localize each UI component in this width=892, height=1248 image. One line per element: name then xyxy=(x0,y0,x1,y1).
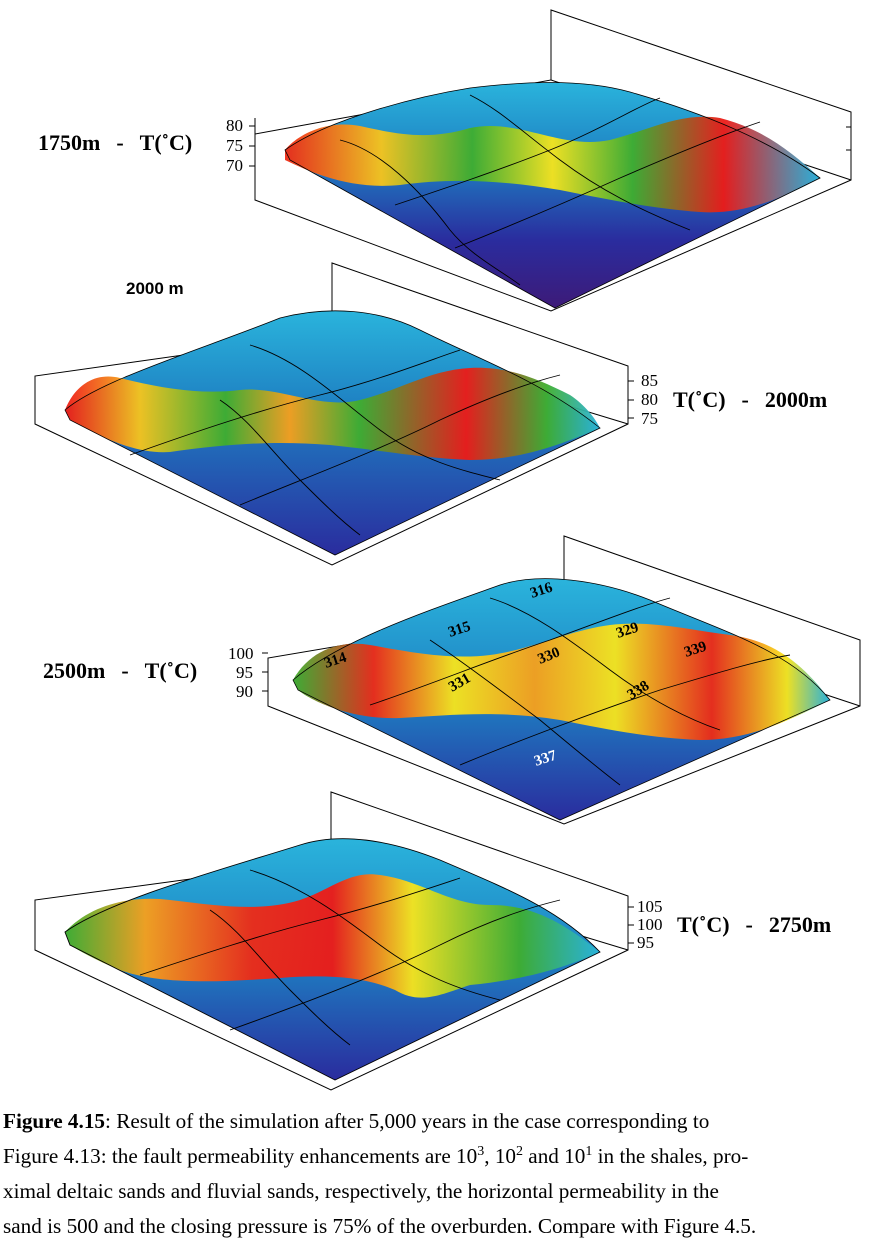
panel-1750m-surface-ridges xyxy=(285,116,820,213)
panel-2500m: 316 315 329 330 339 314 331 338 337 2500… xyxy=(43,535,861,825)
contour-label-337: 337 xyxy=(532,747,559,769)
panel-2500m-contour-labels: 316 315 329 330 339 314 331 338 337 xyxy=(322,579,708,769)
panel-2750m-ticks xyxy=(628,906,634,944)
panel-2500m-ticks xyxy=(262,652,268,692)
panel-1750m-contours xyxy=(339,94,761,286)
panel-2500m-label: 2500m - T(˚C) xyxy=(43,658,197,683)
panel-2750m-tick-95: 95 xyxy=(637,933,654,952)
panel-1750m-ticks xyxy=(249,125,851,167)
caption-line-4: sand is 500 and the closing pressure is … xyxy=(3,1214,757,1238)
panel-2000m-label: T(˚C) -2000m xyxy=(673,387,827,412)
figure-caption: Figure 4.15: Result of the simulation af… xyxy=(3,1104,889,1244)
panel-2000m-tick-85: 85 xyxy=(641,371,658,390)
contour-label-314: 314 xyxy=(322,649,349,671)
caption-sup-1: 3 xyxy=(477,1143,485,1159)
caption-line-3: ximal deltaic sands and fluvial sands, r… xyxy=(3,1179,719,1203)
contour-label-315: 315 xyxy=(446,619,472,641)
panel-1750m-label: 1750m - T(˚C) xyxy=(38,130,192,155)
panel-2500m-surface-outline xyxy=(292,578,831,821)
panel-2000m-header: 2000 m xyxy=(126,279,184,298)
panel-2500m-tick-95: 95 xyxy=(236,663,253,682)
caption-figure-label: Figure 4.15 xyxy=(3,1109,106,1133)
panel-2500m-tick-90: 90 xyxy=(236,682,253,701)
panel-2750m-tick-105: 105 xyxy=(637,897,663,916)
panel-1750m-surface-outline xyxy=(284,82,821,309)
panel-2750m-contours xyxy=(139,869,561,1046)
panel-2500m-contours xyxy=(369,597,791,786)
contour-label-339: 339 xyxy=(682,639,708,661)
panel-1750m-tick-75: 75 xyxy=(226,136,243,155)
caption-line-2d: in the shales, pro- xyxy=(592,1144,749,1168)
panel-2750m-surface-outline xyxy=(64,838,601,1081)
caption-line-2: Figure 4.13: the fault permeability enha… xyxy=(3,1139,889,1174)
panel-1750m-tick-70: 70 xyxy=(226,156,243,175)
panel-2750m-tick-100: 100 xyxy=(637,915,663,934)
panel-2750m: 105 100 95 T(˚C) -2750m xyxy=(34,791,831,1091)
panel-2000m-surface-outline xyxy=(64,310,601,556)
caption-line-1: Figure 4.15: Result of the simulation af… xyxy=(3,1104,889,1139)
caption-line-2c: and 10 xyxy=(523,1144,586,1168)
panel-2750m-surface-ridges xyxy=(65,874,600,998)
panel-2000m-tick-75: 75 xyxy=(641,409,658,428)
contour-label-329: 329 xyxy=(614,620,640,642)
caption-line-2b: , 10 xyxy=(484,1144,516,1168)
caption-line-1-text: : Result of the simulation after 5,000 y… xyxy=(105,1109,710,1133)
contour-label-330: 330 xyxy=(536,644,563,667)
panel-2000m-ticks xyxy=(628,380,634,419)
panel-2500m-tick-100: 100 xyxy=(228,644,254,663)
panel-2000m: 2000 m 85 80 75 T(˚C) -2000m xyxy=(34,262,827,566)
panel-2750m-label: T(˚C) -2750m xyxy=(677,912,831,937)
caption-sup-3: 1 xyxy=(585,1143,593,1159)
panel-2000m-contours xyxy=(129,344,561,536)
caption-sup-2: 2 xyxy=(516,1143,523,1159)
panel-1750m: 1750m - T(˚C) 80 75 70 xyxy=(38,9,852,312)
contour-label-316: 316 xyxy=(528,579,555,601)
figure-surfaces: 1750m - T(˚C) 80 75 70 2000 m 85 80 75 T xyxy=(34,9,861,1091)
panel-1750m-tick-80: 80 xyxy=(226,116,243,135)
panel-2500m-surface-ridges xyxy=(293,623,830,740)
panel-2000m-tick-80: 80 xyxy=(641,390,658,409)
caption-line-2a: Figure 4.13: the fault permeability enha… xyxy=(3,1144,478,1168)
panel-2000m-surface-ridges xyxy=(65,367,600,460)
